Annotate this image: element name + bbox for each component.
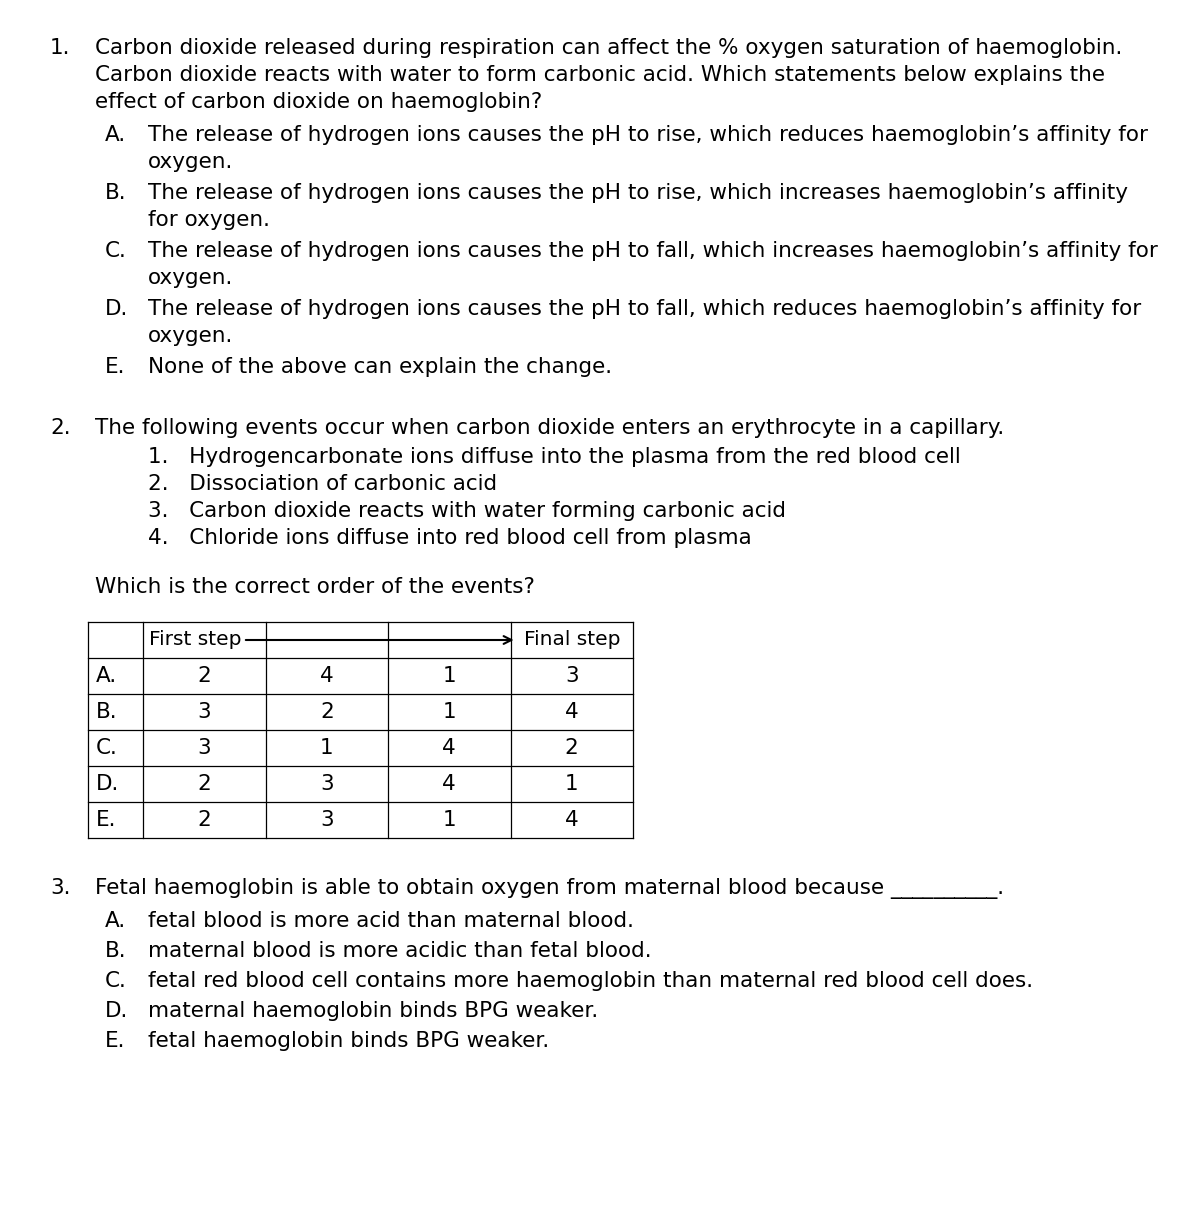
Text: Fetal haemoglobin is able to obtain oxygen from maternal blood because _________: Fetal haemoglobin is able to obtain oxyg…	[95, 877, 1004, 899]
Text: fetal red blood cell contains more haemoglobin than maternal red blood cell does: fetal red blood cell contains more haemo…	[148, 971, 1033, 991]
Text: oxygen.: oxygen.	[148, 268, 233, 288]
Text: 4: 4	[320, 666, 334, 686]
Text: 1: 1	[443, 701, 456, 722]
Text: The release of hydrogen ions causes the pH to rise, which reduces haemoglobin’s : The release of hydrogen ions causes the …	[148, 125, 1148, 145]
Text: 4: 4	[565, 701, 578, 722]
Text: The following events occur when carbon dioxide enters an erythrocyte in a capill: The following events occur when carbon d…	[95, 418, 1004, 437]
Text: None of the above can explain the change.: None of the above can explain the change…	[148, 357, 612, 378]
Text: C.: C.	[96, 738, 118, 758]
Text: 3.: 3.	[50, 877, 71, 898]
Text: The release of hydrogen ions causes the pH to fall, which reduces haemoglobin’s : The release of hydrogen ions causes the …	[148, 299, 1141, 319]
Text: 2.: 2.	[50, 418, 71, 437]
Text: D.: D.	[96, 774, 119, 794]
Text: 3: 3	[320, 774, 334, 794]
Text: A.: A.	[106, 125, 126, 145]
Text: 2: 2	[197, 666, 211, 686]
Text: 4: 4	[565, 810, 578, 830]
Text: oxygen.: oxygen.	[148, 326, 233, 346]
Text: First step: First step	[149, 631, 241, 649]
Text: 1: 1	[565, 774, 578, 794]
Text: 4: 4	[443, 774, 456, 794]
Text: D.: D.	[106, 299, 128, 319]
Text: 1.   Hydrogencarbonate ions diffuse into the plasma from the red blood cell: 1. Hydrogencarbonate ions diffuse into t…	[148, 447, 961, 467]
Text: 3.   Carbon dioxide reacts with water forming carbonic acid: 3. Carbon dioxide reacts with water form…	[148, 501, 786, 521]
Text: 3: 3	[320, 810, 334, 830]
Text: E.: E.	[106, 357, 126, 378]
Text: Carbon dioxide released during respiration can affect the % oxygen saturation of: Carbon dioxide released during respirati…	[95, 38, 1122, 57]
Text: fetal blood is more acid than maternal blood.: fetal blood is more acid than maternal b…	[148, 910, 634, 931]
Text: Carbon dioxide reacts with water to form carbonic acid. Which statements below e: Carbon dioxide reacts with water to form…	[95, 65, 1105, 86]
Text: 2.   Dissociation of carbonic acid: 2. Dissociation of carbonic acid	[148, 474, 497, 494]
Text: D.: D.	[106, 1001, 128, 1022]
Text: effect of carbon dioxide on haemoglobin?: effect of carbon dioxide on haemoglobin?	[95, 92, 542, 112]
Text: E.: E.	[106, 1031, 126, 1051]
Text: 4.   Chloride ions diffuse into red blood cell from plasma: 4. Chloride ions diffuse into red blood …	[148, 528, 751, 547]
Text: A.: A.	[106, 910, 126, 931]
Text: maternal haemoglobin binds BPG weaker.: maternal haemoglobin binds BPG weaker.	[148, 1001, 599, 1022]
Text: 3: 3	[565, 666, 578, 686]
Text: B.: B.	[106, 183, 127, 203]
Text: E.: E.	[96, 810, 116, 830]
Text: C.: C.	[106, 971, 127, 991]
Text: 1: 1	[320, 738, 334, 758]
Text: 4: 4	[443, 738, 456, 758]
Text: fetal haemoglobin binds BPG weaker.: fetal haemoglobin binds BPG weaker.	[148, 1031, 550, 1051]
Text: B.: B.	[96, 701, 118, 722]
Text: The release of hydrogen ions causes the pH to fall, which increases haemoglobin’: The release of hydrogen ions causes the …	[148, 241, 1158, 262]
Text: 1.: 1.	[50, 38, 71, 57]
Text: maternal blood is more acidic than fetal blood.: maternal blood is more acidic than fetal…	[148, 941, 652, 960]
Text: 3: 3	[198, 701, 211, 722]
Text: Final step: Final step	[524, 631, 622, 649]
Text: oxygen.: oxygen.	[148, 152, 233, 172]
Text: C.: C.	[106, 241, 127, 262]
Text: 1: 1	[443, 810, 456, 830]
Text: A.: A.	[96, 666, 118, 686]
Text: 1: 1	[443, 666, 456, 686]
Text: 2: 2	[197, 774, 211, 794]
Text: 2: 2	[565, 738, 578, 758]
Text: B.: B.	[106, 941, 127, 960]
Text: 2: 2	[197, 810, 211, 830]
Text: Which is the correct order of the events?: Which is the correct order of the events…	[95, 577, 535, 598]
Text: 3: 3	[198, 738, 211, 758]
Text: The release of hydrogen ions causes the pH to rise, which increases haemoglobin’: The release of hydrogen ions causes the …	[148, 183, 1128, 203]
Text: for oxygen.: for oxygen.	[148, 210, 270, 230]
Text: 2: 2	[320, 701, 334, 722]
